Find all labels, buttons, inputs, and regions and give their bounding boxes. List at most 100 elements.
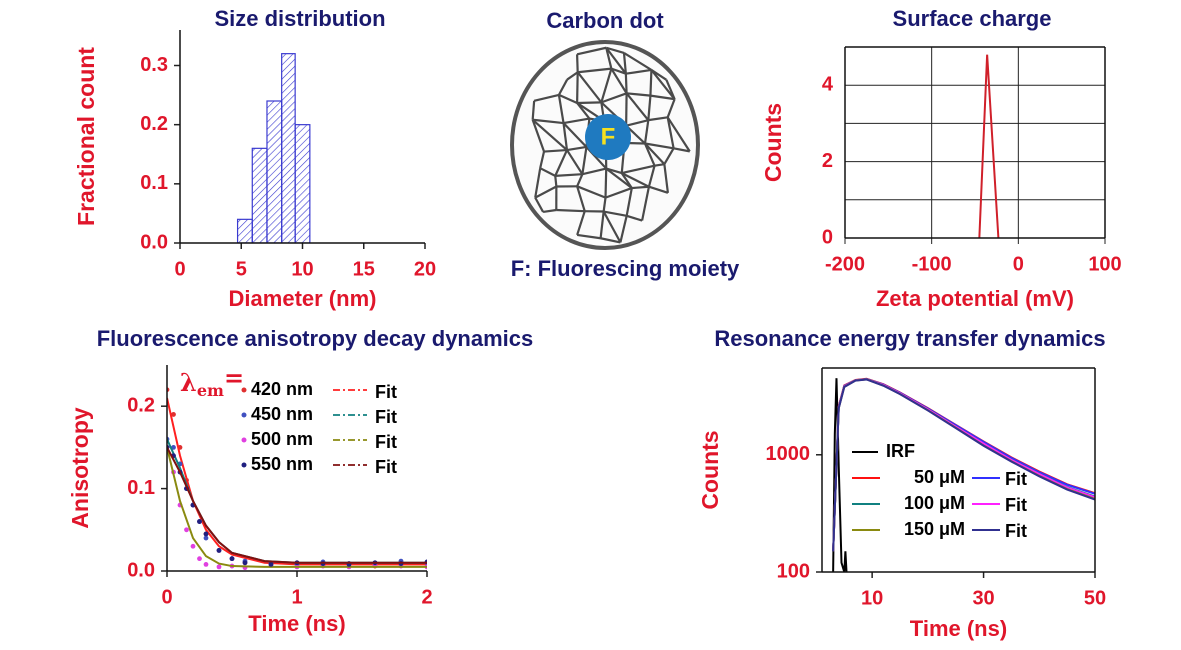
mesh-line: [576, 46, 607, 56]
bar: [294, 124, 311, 243]
mesh-line: [622, 52, 627, 74]
point: [171, 412, 176, 417]
mesh-line: [603, 210, 627, 217]
mesh-line: [576, 173, 584, 187]
x-tick-label: 10: [861, 587, 883, 609]
mesh-line: [624, 73, 628, 94]
point: [203, 562, 209, 567]
x-tick-label: 15: [353, 258, 375, 280]
y-tick-label: 0.1: [140, 172, 168, 194]
mesh-line: [600, 68, 613, 103]
plot-area: [236, 53, 311, 243]
legend-label: 150 μM: [904, 519, 965, 539]
mesh-line: [531, 118, 568, 151]
mesh-line: [623, 52, 652, 71]
mesh-line: [625, 119, 649, 127]
bar: [236, 218, 253, 243]
mesh-line: [531, 119, 546, 152]
x-tick-label: 30: [972, 587, 994, 609]
mesh-line: [644, 142, 674, 150]
x-axis-label: Time (ns): [910, 616, 1007, 641]
core-label: F: [601, 123, 616, 150]
y-tick-label: 0.2: [127, 394, 155, 416]
mesh-line: [558, 93, 578, 104]
y-tick-label: 100: [777, 560, 810, 582]
mesh-line: [648, 185, 669, 194]
chart-title: Surface charge: [893, 6, 1052, 31]
x-tick-label: 2: [421, 586, 432, 608]
mesh-line: [666, 117, 675, 149]
mesh-line: [576, 71, 603, 104]
y-tick-label: 0.0: [127, 559, 155, 581]
mesh-line: [600, 237, 621, 244]
point: [197, 519, 202, 524]
point: [216, 564, 222, 570]
mesh-line: [600, 92, 627, 104]
mesh-line: [654, 163, 665, 167]
legend-marker: [241, 437, 247, 443]
legend-label: 420 nm: [251, 379, 313, 399]
x-axis-label: Time (ns): [248, 611, 345, 636]
point: [203, 531, 209, 537]
point: [203, 535, 209, 541]
mesh-line: [666, 116, 691, 152]
carbon-dot-diagram: Carbon dot F F: Fluorescing moiety: [510, 8, 740, 281]
mesh-line: [650, 94, 675, 101]
x-tick-label: -100: [912, 253, 952, 275]
legend-label: Fit: [1005, 521, 1027, 541]
chart-title: Size distribution: [214, 6, 385, 31]
x-tick-label: 0: [174, 258, 185, 280]
mesh-line: [650, 69, 676, 100]
mesh-line: [563, 117, 590, 125]
series-line: [167, 446, 427, 564]
mesh-line: [605, 187, 633, 199]
y-tick-label: 2: [822, 150, 833, 172]
mesh-line: [555, 173, 583, 177]
core: [585, 114, 631, 160]
mesh-line: [663, 164, 670, 193]
mesh-line: [641, 186, 650, 221]
x-axis-label: Diameter (nm): [229, 286, 377, 311]
legend-label: Fit: [1005, 495, 1027, 515]
mesh-line: [557, 94, 565, 124]
mesh-line: [605, 46, 625, 54]
mesh-line: [621, 172, 650, 188]
legend-label: 550 nm: [251, 454, 313, 474]
mesh-line: [533, 93, 560, 102]
legend-title: λem=: [180, 363, 244, 400]
mesh-line: [577, 67, 612, 74]
mesh-line: [566, 71, 579, 81]
mesh-line: [649, 69, 653, 96]
x-tick-label: 1: [291, 586, 302, 608]
series-line: [978, 54, 1000, 238]
mesh-line: [543, 148, 568, 153]
point: [242, 560, 248, 566]
legend-marker: [241, 387, 247, 393]
chart-title: Fluorescence anisotropy decay dynamics: [97, 326, 534, 351]
mesh-line: [626, 214, 643, 222]
mesh-line: [625, 187, 633, 217]
mesh-line: [643, 119, 650, 144]
mesh-line: [539, 151, 546, 169]
mesh-line: [577, 233, 601, 240]
mesh-line: [644, 142, 666, 165]
mesh-line: [534, 167, 542, 198]
mesh-line: [665, 79, 676, 100]
x-tick-label: 20: [414, 258, 436, 280]
y-tick-label: 0.0: [140, 231, 168, 253]
legend-label: Fit: [375, 407, 397, 427]
x-tick-label: 5: [236, 258, 247, 280]
series-line: [832, 378, 1095, 552]
mesh-line: [644, 143, 656, 167]
mesh-line: [599, 211, 605, 239]
series-line: [167, 447, 427, 568]
mesh-line: [542, 208, 557, 214]
mesh-line: [576, 185, 586, 212]
mesh-line: [619, 215, 628, 243]
mesh-line: [631, 185, 650, 190]
y-tick-label: 0.1: [127, 477, 155, 499]
mesh-line: [556, 208, 585, 213]
mesh-line: [605, 47, 627, 75]
